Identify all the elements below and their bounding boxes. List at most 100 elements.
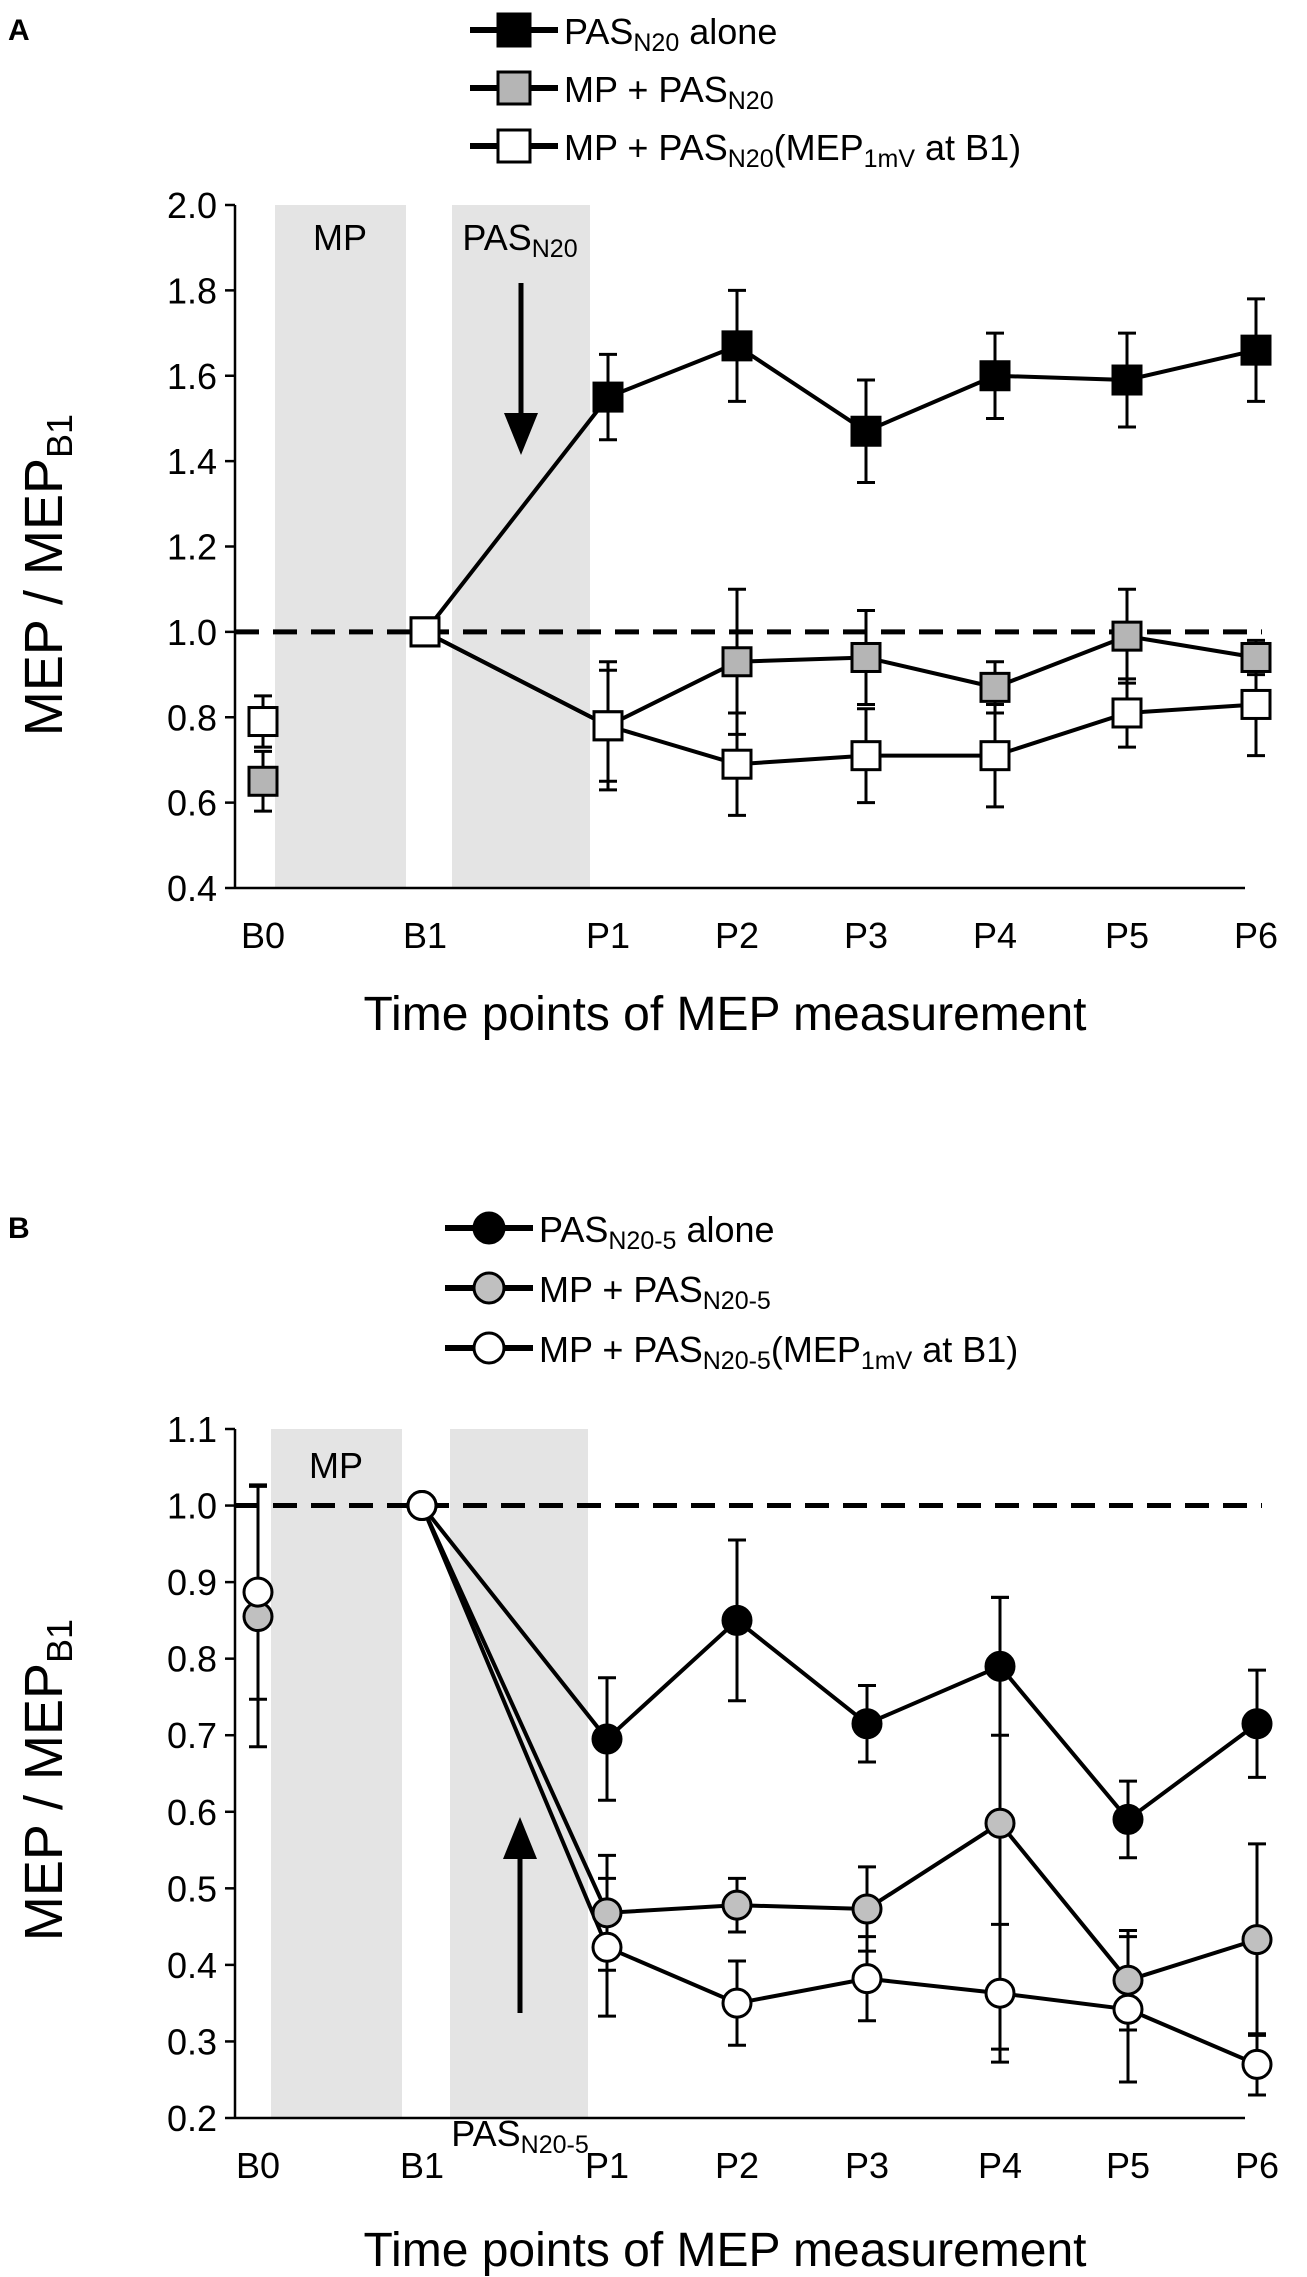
data-point-1 <box>721 1604 753 1636</box>
data-point-2 <box>1241 1924 1273 1956</box>
y-tick-label: 0.8 <box>167 697 217 738</box>
y-axis-label: MEP / MEPB1 <box>14 414 80 736</box>
x-tick-label: B1 <box>400 2145 444 2186</box>
data-point-2 <box>721 646 753 678</box>
data-point-1 <box>984 1650 1016 1682</box>
y-tick-label: 1.6 <box>167 356 217 397</box>
x-tick-label: P1 <box>585 2145 629 2186</box>
shaded-region-pas <box>450 1429 588 2118</box>
data-point-2 <box>1240 641 1272 673</box>
legend-entry-1: PASN20 alone <box>564 11 777 57</box>
x-tick-label: P2 <box>715 915 759 956</box>
legend-marker <box>496 12 532 48</box>
x-tick-label: B1 <box>403 915 447 956</box>
legend-marker <box>472 1271 506 1305</box>
x-tick-label: P3 <box>845 2145 889 2186</box>
x-tick-label: B0 <box>236 2145 280 2186</box>
shaded-region-label: PASN20-5 <box>451 2113 588 2159</box>
legend-marker <box>496 128 532 164</box>
panel-label: B <box>8 1212 30 1245</box>
data-point-2 <box>591 1897 623 1929</box>
data-point-1 <box>850 415 882 447</box>
data-point-2 <box>979 671 1011 703</box>
legend-marker <box>496 70 532 106</box>
x-tick-label: P5 <box>1105 915 1149 956</box>
y-tick-label: 0.3 <box>167 2021 217 2062</box>
data-point-2 <box>1112 1964 1144 1996</box>
data-point-3 <box>247 706 279 738</box>
y-tick-label: 0.4 <box>167 868 217 909</box>
panel-label: A <box>8 14 30 47</box>
legend-entry-3: MP + PASN20-5(MEP1mV at B1) <box>539 1329 1018 1375</box>
y-axis-label: MEP / MEPB1 <box>14 1619 80 1941</box>
x-tick-label: P2 <box>715 2145 759 2186</box>
y-tick-label: 0.5 <box>167 1868 217 1909</box>
x-tick-label: P1 <box>586 915 630 956</box>
data-point-2 <box>1111 620 1143 652</box>
shaded-region-mp <box>271 1429 402 2118</box>
data-point-3 <box>1240 688 1272 720</box>
data-point-2 <box>984 1807 1016 1839</box>
shaded-region-label: MP <box>313 217 367 258</box>
y-tick-label: 0.9 <box>167 1562 217 1603</box>
x-tick-label: P4 <box>973 915 1017 956</box>
shaded-region-label: MP <box>309 1445 363 1486</box>
data-point-2 <box>850 641 882 673</box>
stimulation-arrow-head <box>504 413 538 455</box>
chart-panel-a: A MP PASN20 2.0 1.8 1.6 1.4 1.2 1.0 0.8 0.6 0.4 B0 B1… <box>8 11 1278 1041</box>
legend-entry-1: PASN20-5 alone <box>539 1209 775 1255</box>
x-tick-label: P5 <box>1106 2145 1150 2186</box>
data-point-1 <box>721 330 753 362</box>
data-point-3 <box>979 740 1011 772</box>
data-point-1 <box>979 360 1011 392</box>
y-tick-label: 0.6 <box>167 1792 217 1833</box>
data-point-3 <box>592 710 624 742</box>
data-point-2 <box>247 765 279 797</box>
data-point-2 <box>721 1889 753 1921</box>
y-tick-label: 0.2 <box>167 2098 217 2139</box>
data-point-3 <box>1112 1993 1144 2025</box>
data-point-1 <box>591 1723 623 1755</box>
data-point-3 <box>721 1987 753 2019</box>
x-axis-label: Time points of MEP measurement <box>364 2224 1087 2277</box>
x-tick-label: P6 <box>1234 915 1278 956</box>
data-point-3 <box>1241 2048 1273 2080</box>
x-tick-label: B0 <box>241 915 285 956</box>
x-tick-label: P6 <box>1235 2145 1279 2186</box>
data-point-3 <box>1111 697 1143 729</box>
y-tick-label: 1.8 <box>167 270 217 311</box>
data-point-3 <box>850 740 882 772</box>
y-tick-label: 1.2 <box>167 527 217 568</box>
data-point-1 <box>1111 364 1143 396</box>
y-tick-label: 0.6 <box>167 783 217 824</box>
data-point-1 <box>592 381 624 413</box>
legend-entry-2: MP + PASN20-5 <box>539 1269 771 1315</box>
y-tick-label: 1.0 <box>167 1486 217 1527</box>
legend-marker <box>472 1211 506 1245</box>
data-point-3 <box>409 616 441 648</box>
x-tick-label: P4 <box>978 2145 1022 2186</box>
data-point-3 <box>984 1977 1016 2009</box>
legend-entry-2: MP + PASN20 <box>564 69 774 115</box>
data-point-1 <box>1241 1708 1273 1740</box>
data-point-3 <box>591 1931 623 1963</box>
data-point-1 <box>851 1708 883 1740</box>
y-tick-label: 0.4 <box>167 1945 217 1986</box>
data-point-3 <box>721 748 753 780</box>
data-point-3 <box>242 1576 274 1608</box>
data-point-1 <box>1112 1803 1144 1835</box>
x-tick-label: P3 <box>844 915 888 956</box>
data-point-3 <box>851 1963 883 1995</box>
y-tick-label: 2.0 <box>167 185 217 226</box>
shaded-region-mp <box>275 205 406 888</box>
y-tick-label: 1.4 <box>167 441 217 482</box>
data-point-2 <box>851 1893 883 1925</box>
shaded-region-label: PASN20 <box>462 217 577 263</box>
y-tick-label: 0.8 <box>167 1639 217 1680</box>
y-tick-label: 0.7 <box>167 1715 217 1756</box>
data-point-1 <box>1240 334 1272 366</box>
legend-marker <box>472 1331 506 1365</box>
x-axis-label: Time points of MEP measurement <box>364 988 1087 1041</box>
data-point-3 <box>406 1490 438 1522</box>
